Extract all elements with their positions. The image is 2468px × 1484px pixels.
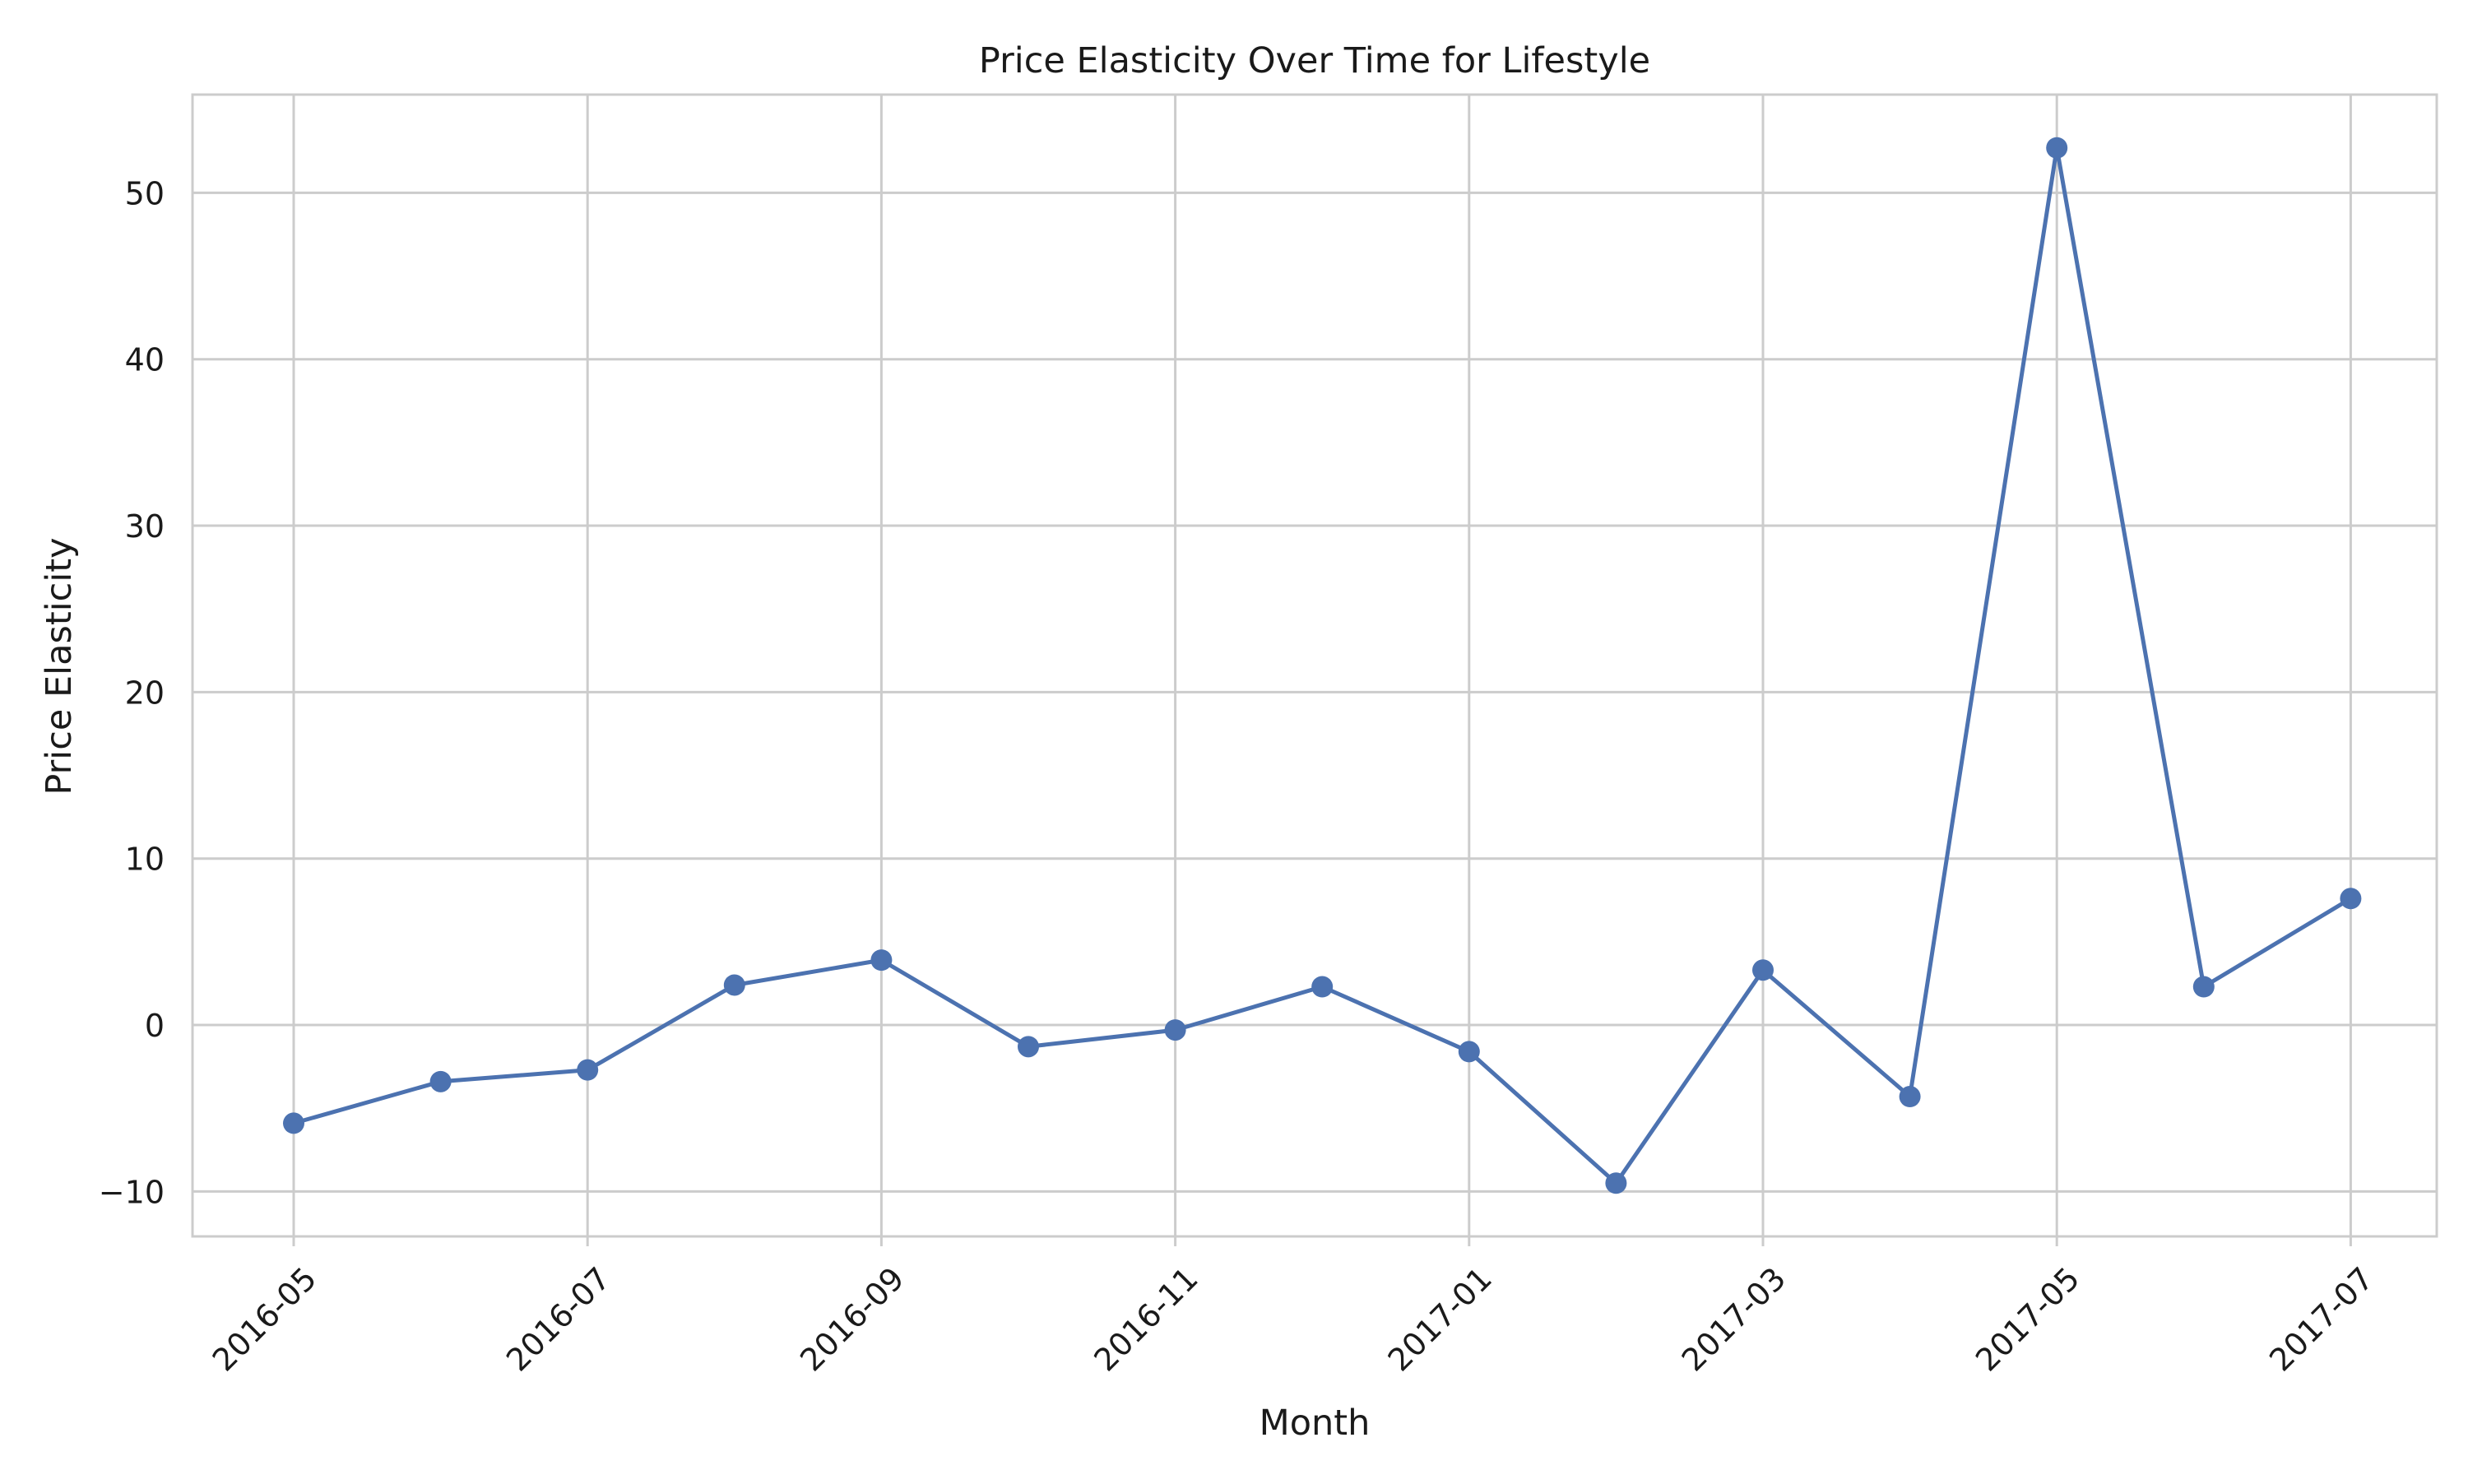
data-point (2340, 888, 2362, 910)
y-tick-label: 50 (125, 175, 165, 211)
series-layer (283, 137, 2362, 1194)
grid-layer (193, 95, 2437, 1236)
data-point (1018, 1036, 1039, 1058)
data-point (577, 1059, 599, 1081)
y-tick-label: 10 (125, 842, 165, 878)
y-axis-label: Price Elasticity (39, 537, 80, 795)
data-point (2192, 976, 2215, 998)
x-axis-label: Month (1260, 1403, 1371, 1444)
data-point (1752, 959, 1774, 981)
data-point (1899, 1086, 1921, 1108)
chart-title: Price Elasticity Over Time for Lifestyle (979, 40, 1650, 81)
y-tick-label: 40 (125, 342, 165, 378)
data-point (1458, 1041, 1480, 1063)
y-tick-label: 0 (145, 1008, 165, 1044)
data-point (870, 949, 893, 972)
data-point (283, 1112, 304, 1134)
data-point (1311, 976, 1334, 998)
data-point (1164, 1019, 1186, 1041)
plot-frame (191, 93, 2438, 1238)
data-point (429, 1070, 452, 1092)
y-tick-label: 20 (125, 675, 165, 711)
data-point (723, 974, 745, 996)
y-tick-label: −10 (99, 1174, 165, 1210)
data-point (2046, 137, 2068, 159)
y-tick-label: 30 (125, 508, 165, 545)
data-point (1605, 1172, 1627, 1194)
